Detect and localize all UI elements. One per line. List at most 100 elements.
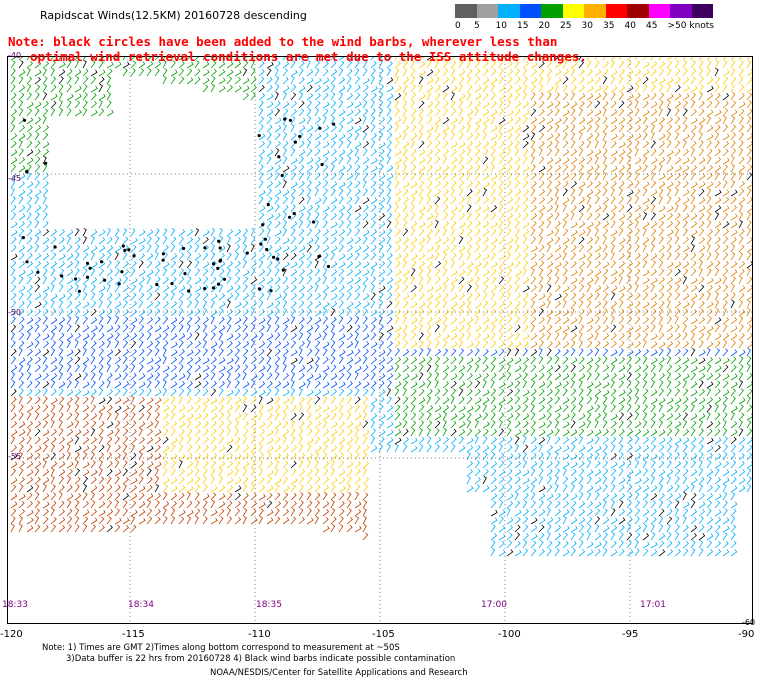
wind-barb [626, 109, 634, 117]
wind-barb [506, 413, 514, 421]
wind-barb [362, 348, 369, 357]
wind-barb [626, 372, 632, 381]
wind-barb [306, 452, 313, 461]
wind-barb [98, 348, 104, 357]
wind-barb [58, 428, 64, 437]
wind-barb [610, 517, 618, 525]
wind-barb [418, 428, 423, 437]
wind-barb [82, 309, 90, 317]
wind-barb [274, 68, 279, 77]
wind-barb [378, 373, 386, 381]
wind-barb [386, 316, 393, 325]
wind-barb [42, 501, 50, 509]
wind-barb [306, 332, 312, 341]
wind-barb [554, 124, 560, 133]
wind-barb [602, 444, 608, 453]
wind-barb [674, 60, 680, 69]
wind-barb [730, 405, 738, 413]
wind-barb [458, 84, 463, 93]
wind-barb [482, 212, 489, 221]
wind-barb [314, 460, 320, 469]
wind-barb [714, 277, 722, 285]
wind-barb [610, 260, 617, 269]
wind-barb [66, 444, 71, 453]
wind-barb [666, 284, 673, 293]
wind-barb [290, 165, 298, 173]
wind-barb [402, 373, 410, 381]
wind-barb [258, 196, 264, 205]
wind-barb [58, 348, 64, 357]
wind-barb [514, 252, 521, 261]
wind-barb [570, 101, 578, 109]
wind-barb [586, 364, 593, 373]
wind-barb [642, 437, 649, 445]
wind-barb [250, 468, 256, 477]
wind-barb [434, 196, 441, 205]
wind-barb [170, 285, 178, 293]
wind-barb [306, 188, 312, 197]
wind-barb [338, 452, 344, 461]
wind-barb [34, 56, 41, 61]
wind-barb [82, 316, 88, 325]
wind-barb [434, 340, 440, 349]
wind-barb [330, 269, 338, 277]
wind-barb [82, 245, 90, 253]
wind-barb [482, 468, 489, 477]
wind-barb [450, 92, 455, 101]
wind-barb [146, 412, 152, 421]
wind-barb [266, 181, 274, 189]
wind-barb [594, 316, 600, 325]
wind-barb [746, 76, 753, 85]
wind-barb [90, 396, 95, 405]
wind-barb [42, 372, 49, 381]
wind-barb [442, 252, 447, 261]
wind-barb [282, 517, 290, 525]
wind-barb [498, 412, 505, 421]
wind-barb [10, 316, 16, 325]
wind-barb [322, 365, 330, 373]
wind-barb [34, 164, 41, 173]
wind-barb [266, 356, 272, 365]
wind-barb [634, 124, 641, 133]
wind-barb [498, 436, 505, 445]
wind-barb [538, 452, 544, 461]
wind-barb [82, 357, 90, 365]
wind-barb [634, 56, 638, 61]
wind-barb [330, 92, 336, 101]
wind-barb [554, 140, 559, 149]
wind-barb [434, 293, 442, 301]
wind-barb [682, 276, 688, 285]
wind-barb [498, 284, 505, 293]
wind-barb [482, 397, 490, 405]
wind-barb [290, 172, 296, 181]
wind-barb [402, 420, 408, 429]
wind-barb [650, 389, 658, 397]
wind-barb [306, 420, 313, 429]
wind-barb [58, 364, 64, 373]
wind-barb [538, 165, 546, 173]
wind-barb [154, 404, 161, 413]
wind-barb [298, 436, 303, 445]
wind-barb [714, 228, 720, 237]
wind-barb [546, 124, 553, 133]
wind-barb [290, 500, 297, 509]
wind-barb [474, 460, 480, 469]
wind-barb [546, 500, 553, 509]
wind-barb [418, 292, 425, 301]
wind-barb [578, 404, 583, 413]
wind-barb [42, 188, 49, 197]
wind-barb [682, 204, 688, 213]
wind-barb [266, 165, 274, 173]
wind-barb [58, 268, 65, 277]
wind-barb [218, 357, 226, 365]
wind-barb [386, 421, 394, 429]
wind-barb [274, 428, 279, 437]
wind-barb [82, 396, 89, 405]
wind-barb [618, 348, 624, 357]
wind-barb [522, 125, 530, 133]
wind-barb [610, 436, 617, 445]
wind-barb [578, 421, 586, 429]
wind-barb [338, 420, 345, 429]
wind-barb [82, 100, 88, 109]
wind-barb [674, 93, 682, 101]
